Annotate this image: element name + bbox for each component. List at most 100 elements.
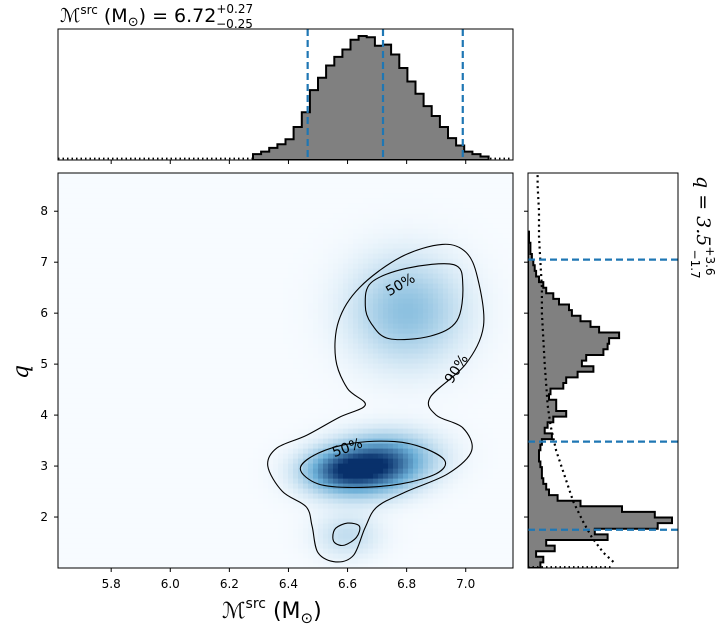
density-cell [183,463,189,469]
density-cell [328,498,334,504]
density-cell [193,458,199,464]
density-cell [273,393,279,399]
density-cell [63,293,69,299]
density-cell [63,428,69,434]
density-cell [258,278,264,284]
density-cell [233,418,239,424]
density-cell [193,433,199,439]
density-cell [348,248,354,254]
density-cell [133,263,139,269]
density-cell [218,263,224,269]
density-cell [298,323,304,329]
density-cell [248,438,254,444]
density-cell [373,523,379,529]
density-cell [363,528,369,534]
density-cell [183,373,189,379]
density-cell [368,353,374,359]
density-cell [248,533,254,539]
density-cell [68,288,74,294]
density-cell [78,258,84,264]
density-cell [203,228,209,234]
density-cell [273,368,279,374]
density-cell [353,458,359,464]
density-cell [183,343,189,349]
density-cell [253,408,259,414]
density-cell [173,513,179,519]
density-cell [133,553,139,559]
density-cell [308,533,314,539]
density-cell [128,418,134,424]
density-cell [183,328,189,334]
density-cell [328,428,334,434]
density-cell [228,233,234,239]
density-cell [93,388,99,394]
density-cell [248,508,254,514]
density-cell [58,408,64,414]
density-cell [133,293,139,299]
density-cell [208,548,214,554]
density-cell [278,218,284,224]
density-cell [168,548,174,554]
density-cell [143,438,149,444]
density-cell [113,393,119,399]
density-cell [253,418,259,424]
density-cell [298,513,304,519]
density-cell [93,333,99,339]
density-cell [248,248,254,254]
density-cell [163,378,169,384]
density-cell [258,298,264,304]
density-cell [243,248,249,254]
density-cell [168,363,174,369]
density-cell [183,183,189,189]
density-cell [168,468,174,474]
density-cell [323,403,329,409]
density-cell [358,538,364,544]
density-cell [283,253,289,259]
density-cell [188,388,194,394]
density-cell [63,338,69,344]
density-cell [98,293,104,299]
density-cell [258,268,264,274]
density-cell [213,323,219,329]
density-cell [268,208,274,214]
density-cell [288,243,294,249]
density-cell [178,538,184,544]
density-cell [288,438,294,444]
density-cell [173,253,179,259]
density-cell [343,448,349,454]
density-cell [173,388,179,394]
density-cell [78,463,84,469]
density-cell [58,548,64,554]
density-cell [143,533,149,539]
density-cell [233,303,239,309]
density-cell [338,328,344,334]
density-cell [318,378,324,384]
density-cell [123,258,129,264]
density-cell [108,208,114,214]
density-cell [88,523,94,529]
density-cell [63,423,69,429]
density-cell [98,183,104,189]
density-cell [143,298,149,304]
density-cell [123,268,129,274]
density-cell [358,548,364,554]
density-cell [318,243,324,249]
density-cell [333,473,339,479]
density-cell [158,533,164,539]
density-cell [103,313,109,319]
density-cell [73,183,79,189]
density-cell [323,343,329,349]
density-cell [113,493,119,499]
density-cell [138,458,144,464]
density-cell [368,498,374,504]
density-cell [68,268,74,274]
density-cell [173,483,179,489]
density-cell [218,213,224,219]
density-cell [318,473,324,479]
density-cell [223,383,229,389]
density-cell [293,523,299,529]
density-cell [343,373,349,379]
density-cell [173,428,179,434]
density-cell [198,173,204,179]
density-cell [358,528,364,534]
